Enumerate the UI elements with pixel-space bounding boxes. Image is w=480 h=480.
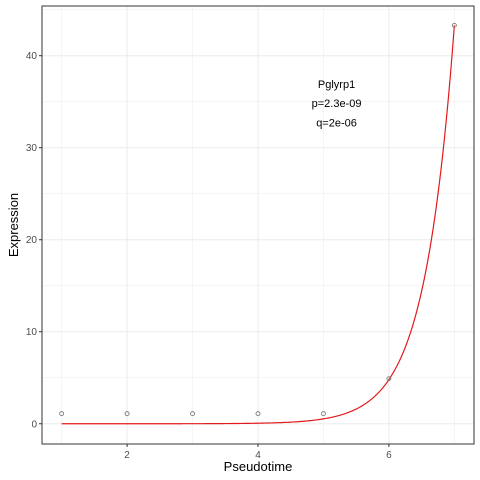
data-point	[255, 411, 261, 417]
fit-curve-layer	[61, 25, 455, 425]
data-point	[124, 411, 130, 417]
y-axis-title: Expression	[6, 193, 21, 257]
data-point	[451, 22, 457, 28]
grid	[42, 6, 474, 444]
y-tick-label: 40	[26, 51, 38, 62]
data-point	[59, 411, 65, 417]
points-layer	[59, 22, 457, 417]
y-tick-label: 10	[26, 327, 38, 338]
data-point	[321, 411, 326, 417]
annotation-2: p=2.3e-09	[312, 98, 362, 110]
y-tick-label: 0	[31, 419, 37, 430]
data-point	[190, 411, 195, 417]
x-tick-label: 2	[124, 450, 130, 461]
fit-curve	[61, 25, 455, 425]
data-point	[386, 376, 392, 382]
annotation-3: q=2e-06	[316, 118, 357, 130]
x-tick-label: 4	[255, 450, 261, 461]
x-axis-title: Pseudotime	[224, 459, 293, 474]
y-axis: 0 10 20 30 40	[26, 51, 42, 430]
x-tick-label: 6	[386, 450, 392, 461]
y-tick-label: 30	[26, 143, 38, 154]
y-tick-label: 20	[26, 235, 38, 246]
annotation-1: Pglyrp1	[318, 79, 355, 91]
annotations: Pglyrp1 p=2.3e-09 q=2e-06	[312, 79, 362, 130]
x-axis: 2 4 6	[124, 444, 392, 461]
